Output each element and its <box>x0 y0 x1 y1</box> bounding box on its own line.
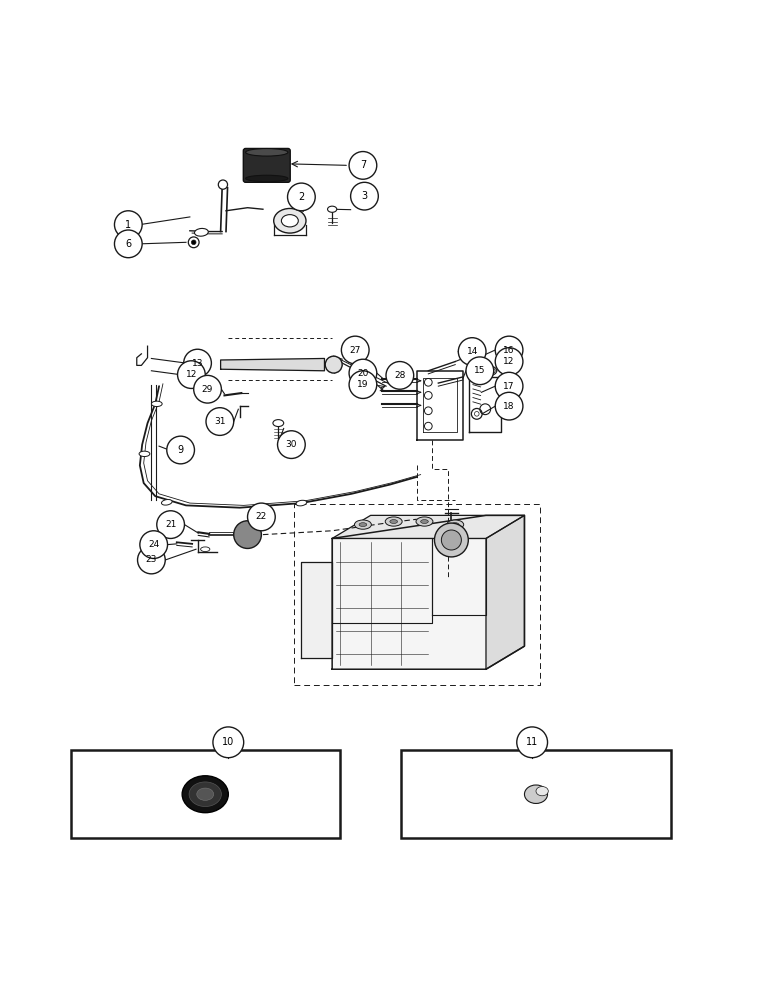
FancyBboxPatch shape <box>70 750 340 838</box>
Text: 19: 19 <box>357 380 369 389</box>
Polygon shape <box>301 562 332 658</box>
Text: 13: 13 <box>191 359 203 368</box>
Ellipse shape <box>274 208 306 233</box>
FancyBboxPatch shape <box>243 148 290 182</box>
Circle shape <box>442 530 462 550</box>
Circle shape <box>349 371 377 398</box>
Ellipse shape <box>354 520 371 529</box>
Text: 11: 11 <box>526 737 538 747</box>
Ellipse shape <box>161 499 172 505</box>
Ellipse shape <box>151 401 162 407</box>
Text: 10: 10 <box>222 737 235 747</box>
Text: 31: 31 <box>214 417 225 426</box>
Ellipse shape <box>452 523 459 527</box>
Polygon shape <box>221 358 324 371</box>
Circle shape <box>516 727 547 758</box>
Text: 12: 12 <box>503 357 515 366</box>
Circle shape <box>218 180 228 189</box>
Text: 20: 20 <box>357 369 368 378</box>
Ellipse shape <box>197 788 214 800</box>
Text: 18: 18 <box>503 402 515 411</box>
Text: 28: 28 <box>394 371 405 380</box>
Polygon shape <box>332 515 524 669</box>
Text: 27: 27 <box>350 346 361 355</box>
Ellipse shape <box>296 500 306 506</box>
Circle shape <box>206 408 234 435</box>
Ellipse shape <box>390 520 398 523</box>
Text: 1: 1 <box>125 220 131 230</box>
Circle shape <box>178 361 205 388</box>
Ellipse shape <box>447 520 464 529</box>
Text: 16: 16 <box>503 346 515 355</box>
Ellipse shape <box>385 517 402 526</box>
Circle shape <box>184 349 212 377</box>
Circle shape <box>137 546 165 574</box>
Polygon shape <box>486 515 524 669</box>
Text: 9: 9 <box>178 445 184 455</box>
Circle shape <box>278 431 305 458</box>
Text: 23: 23 <box>146 555 157 564</box>
Circle shape <box>350 182 378 210</box>
Text: 15: 15 <box>474 366 486 375</box>
Ellipse shape <box>524 785 547 803</box>
Text: 14: 14 <box>466 347 478 356</box>
Circle shape <box>349 359 377 387</box>
Ellipse shape <box>281 215 298 227</box>
Ellipse shape <box>245 149 288 156</box>
Text: 22: 22 <box>256 512 267 521</box>
Circle shape <box>386 362 414 389</box>
Circle shape <box>194 375 222 403</box>
Ellipse shape <box>483 366 496 375</box>
Circle shape <box>472 408 482 419</box>
Text: 24: 24 <box>148 540 159 549</box>
Circle shape <box>491 368 495 373</box>
Circle shape <box>157 511 185 538</box>
Circle shape <box>349 152 377 179</box>
Circle shape <box>188 237 199 248</box>
Circle shape <box>248 503 276 531</box>
Circle shape <box>435 523 469 557</box>
Text: 21: 21 <box>165 520 176 529</box>
Ellipse shape <box>273 420 283 427</box>
Ellipse shape <box>189 782 222 807</box>
Ellipse shape <box>182 776 229 813</box>
Circle shape <box>475 412 479 416</box>
Text: 30: 30 <box>286 440 297 449</box>
Text: 17: 17 <box>503 382 515 391</box>
Circle shape <box>213 727 244 758</box>
Circle shape <box>140 531 168 558</box>
Circle shape <box>495 372 523 400</box>
Ellipse shape <box>421 520 428 523</box>
Text: 7: 7 <box>360 160 366 170</box>
Circle shape <box>234 521 262 548</box>
Text: 2: 2 <box>298 192 304 202</box>
Ellipse shape <box>359 523 367 527</box>
Ellipse shape <box>416 517 433 526</box>
Circle shape <box>495 336 523 364</box>
Circle shape <box>114 211 142 238</box>
Ellipse shape <box>195 228 208 236</box>
Circle shape <box>341 336 369 364</box>
Circle shape <box>459 338 486 365</box>
Circle shape <box>287 183 315 211</box>
Text: 6: 6 <box>125 239 131 249</box>
Polygon shape <box>332 515 524 538</box>
Circle shape <box>114 230 142 258</box>
Circle shape <box>495 392 523 420</box>
Circle shape <box>167 436 195 464</box>
Text: 3: 3 <box>361 191 367 201</box>
Text: 12: 12 <box>186 370 197 379</box>
Ellipse shape <box>325 356 342 373</box>
Ellipse shape <box>245 175 288 182</box>
Circle shape <box>191 240 196 245</box>
FancyBboxPatch shape <box>401 750 671 838</box>
Text: 29: 29 <box>201 385 213 394</box>
Ellipse shape <box>536 787 548 796</box>
Circle shape <box>495 348 523 375</box>
Ellipse shape <box>327 206 337 212</box>
Ellipse shape <box>201 547 210 552</box>
Circle shape <box>466 357 493 385</box>
Ellipse shape <box>139 451 150 457</box>
